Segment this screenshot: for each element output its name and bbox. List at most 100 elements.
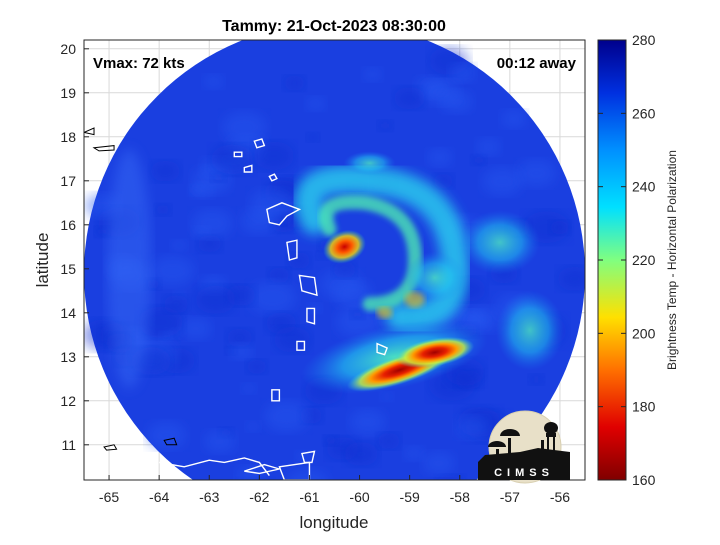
swath-texture-blob — [323, 435, 339, 446]
swath-texture-blob — [138, 306, 183, 338]
swath-texture-blob — [159, 331, 173, 341]
swath-texture-blob — [150, 255, 195, 287]
swath-texture-blob — [350, 308, 365, 320]
colorbar-tick-label: 220 — [632, 252, 656, 268]
swath-texture-blob — [295, 450, 313, 463]
swath-texture-blob — [268, 267, 291, 284]
cyan-rain-region — [459, 210, 540, 275]
logo-text: CIMSS — [494, 467, 554, 479]
swath-texture-blob — [264, 400, 309, 432]
swath-texture-blob — [377, 432, 401, 450]
yellow-cell — [376, 306, 393, 319]
cyan-rain-region — [404, 251, 465, 304]
x-axis-ticks: -65 -64 -63 -62 -61 -60 -59 -58 -57 -56 — [99, 475, 570, 505]
island-outline-dark — [84, 127, 95, 136]
swath-texture-blob — [306, 132, 320, 143]
colorbar-tick-label: 240 — [632, 179, 656, 195]
colorbar-tick-label: 180 — [632, 399, 656, 415]
swath-texture-blob — [500, 109, 527, 128]
coastlines — [159, 138, 388, 480]
swath-group — [84, 40, 585, 480]
swath-texture-blob — [230, 343, 254, 360]
island-outline — [278, 461, 311, 480]
cyan-rain-region — [343, 151, 396, 176]
swath-edge-glow — [107, 148, 152, 389]
swath-texture-blob — [248, 281, 296, 315]
island-outline — [271, 389, 281, 402]
swath-texture-blob — [476, 138, 501, 156]
island-outline — [233, 151, 243, 158]
swath-texture-blob — [241, 383, 257, 394]
swath-texture-blob — [283, 75, 306, 91]
island-outline — [266, 202, 302, 226]
swath-texture-blob — [253, 141, 295, 171]
swath-texture-blob — [180, 317, 212, 340]
swath-texture-blob — [305, 96, 326, 111]
swath-texture-blob — [245, 421, 261, 432]
time-away-annotation: 00:12 away — [497, 55, 577, 72]
mainland-coast — [159, 457, 270, 477]
swath-texture-blob — [423, 79, 461, 106]
island-outline-dark — [92, 145, 115, 152]
y-tick-label: 16 — [60, 217, 76, 233]
swath-texture-blob — [549, 220, 570, 235]
x-tick-label: -59 — [400, 489, 420, 505]
swath-texture-blob — [286, 469, 328, 480]
swath-texture-blob — [448, 63, 476, 83]
y-axis-label: latitude — [33, 233, 52, 288]
feature-inner-core-north — [323, 229, 366, 264]
x-tick-label: -57 — [500, 489, 520, 505]
island-outline-dark — [103, 444, 118, 451]
swath-texture-blob — [528, 374, 544, 385]
swath-texture-blob — [188, 185, 204, 196]
colorbar-tick-label: 160 — [632, 472, 656, 488]
swath-texture-blob — [171, 239, 188, 252]
colorbar-label: Brightness Temp - Horizontal Polarizatio… — [665, 150, 679, 370]
swath-texture-blob — [344, 442, 379, 466]
x-tick-label: -60 — [349, 489, 369, 505]
island-outline — [301, 450, 316, 464]
island-outline — [268, 173, 278, 182]
island-outline-dark — [163, 437, 178, 446]
swath-texture-blob — [203, 74, 224, 89]
swath-texture-blob — [557, 266, 585, 291]
colorbar-tick-label: 200 — [632, 325, 656, 341]
swath-texture-blob — [249, 188, 295, 221]
swath-texture-blob — [197, 235, 222, 253]
swath-texture-blob — [481, 167, 523, 196]
island-outline — [286, 239, 298, 261]
y-tick-label: 19 — [60, 85, 76, 101]
swath-texture-blob — [422, 451, 456, 475]
swath-texture-blob — [236, 466, 265, 480]
island-outline — [253, 138, 266, 149]
y-tick-label: 15 — [60, 261, 76, 277]
swath-texture-blob — [246, 359, 268, 375]
swath-texture-blob — [362, 67, 383, 82]
swath-texture-blob — [403, 446, 425, 461]
island-outline — [296, 340, 306, 351]
x-tick-label: -56 — [550, 489, 570, 505]
y-tick-label: 18 — [60, 129, 76, 145]
swath-texture-blob — [471, 154, 487, 166]
swath-texture-blob — [274, 326, 311, 353]
swath-texture-blob — [335, 305, 382, 338]
y-tick-label: 11 — [61, 437, 76, 453]
outer-spiral-band — [294, 165, 470, 332]
y-tick-label: 14 — [60, 305, 76, 321]
cyan-rain-region — [495, 290, 564, 371]
island-outline — [376, 342, 388, 356]
cimss-logo: CIMSS — [478, 410, 570, 484]
colorbar-tick-label: 260 — [632, 105, 656, 121]
swath-texture-blob — [349, 409, 386, 435]
x-tick-label: -62 — [249, 489, 269, 505]
x-tick-label: -58 — [450, 489, 470, 505]
colorbar-tick-label: 280 — [632, 32, 656, 48]
swath-texture-blob — [94, 226, 110, 238]
chart-title: Tammy: 21-Oct-2023 08:30:00 — [222, 18, 446, 35]
y-tick-label: 12 — [60, 393, 76, 409]
swath-texture-blob — [191, 209, 233, 238]
swath-texture-blob — [195, 285, 236, 314]
swath-texture-blob — [222, 111, 267, 143]
